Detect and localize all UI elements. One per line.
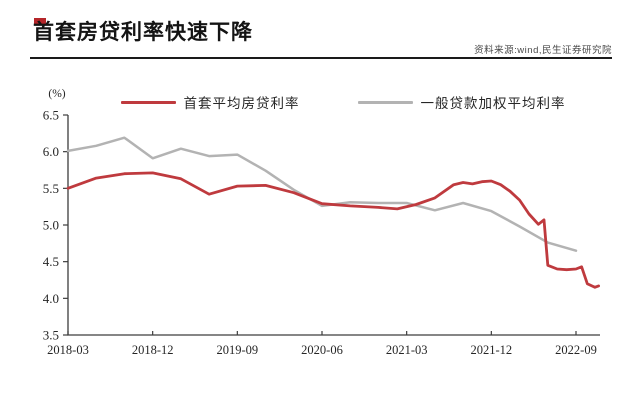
series-line-1 xyxy=(66,136,578,252)
x-tick-label: 2021-12 xyxy=(470,343,512,357)
y-tick-label: 4.0 xyxy=(43,291,59,306)
legend-label: 一般贷款加权平均利率 xyxy=(420,96,566,112)
x-tick-label: 2021-03 xyxy=(386,343,428,357)
legend-item-general-loan-rate: 一般贷款加权平均利率 xyxy=(357,92,566,112)
legend-label: 首套平均房贷利率 xyxy=(183,96,300,112)
x-tick-label: 2019-09 xyxy=(216,343,258,357)
legend-swatch-red-line xyxy=(120,100,176,104)
y-tick-label: 5.5 xyxy=(43,181,59,196)
legend-item-first-home-rate: 首套平均房贷利率 xyxy=(120,92,300,112)
x-tick-label: 2020-06 xyxy=(301,343,343,357)
x-tick-label: 2022-09 xyxy=(555,343,597,357)
y-tick-label: 5.0 xyxy=(43,218,59,233)
x-tick-label: 2018-12 xyxy=(132,343,174,357)
y-tick-label: 6.0 xyxy=(43,144,59,159)
y-tick-label: 3.5 xyxy=(43,328,59,343)
x-tick-label: 2018-03 xyxy=(47,343,89,357)
source-attribution: 资料来源:wind,民生证券研究院 xyxy=(474,45,612,56)
series-line-0 xyxy=(66,171,600,289)
y-axis-unit-label: (%) xyxy=(48,88,65,100)
page-title: 首套房贷利率快速下降 xyxy=(33,21,253,44)
legend-swatch-gray-line xyxy=(357,100,413,104)
y-tick-label: 6.5 xyxy=(43,108,59,123)
title-accent-mark xyxy=(34,18,46,24)
axis-lines xyxy=(67,115,600,336)
y-tick-label: 4.5 xyxy=(43,254,59,269)
title-divider xyxy=(30,57,612,59)
chart-legend: 首套平均房贷利率 一般贷款加权平均利率 xyxy=(0,92,640,112)
